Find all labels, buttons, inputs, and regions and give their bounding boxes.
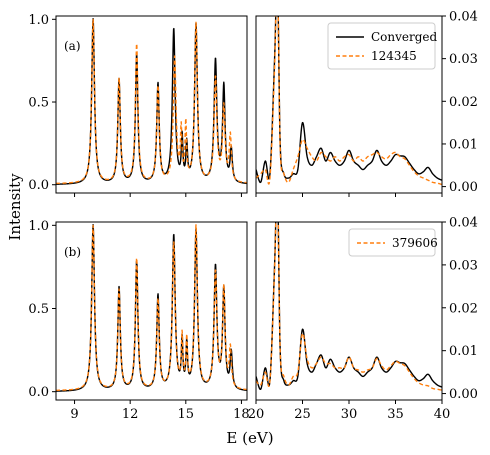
legend: Converged 124345 — [327, 22, 438, 70]
plot-area — [256, 222, 442, 391]
panel-a-left: 0.0 0.5 1.0 (a) — [28, 13, 248, 197]
series-line-converged — [56, 17, 247, 185]
y-tick-label: 0.03 — [449, 258, 478, 273]
y-tick-label: 0.00 — [449, 180, 478, 195]
legend-frame — [348, 228, 436, 257]
axes-frame — [55, 15, 248, 194]
x-tick-label: 30 — [341, 407, 358, 422]
y-tick-label: 1.0 — [28, 219, 49, 234]
panel-label: (b) — [64, 245, 81, 259]
series-line-converged — [56, 223, 247, 392]
y-tick-label: 0.02 — [449, 301, 478, 316]
y-tick-label: 0.5 — [28, 302, 49, 317]
legend-entry: Converged — [371, 30, 438, 44]
x-tick-label: 35 — [387, 407, 404, 422]
x-tick-label: 15 — [178, 407, 195, 422]
series-line-truncated — [256, 222, 442, 391]
y-tick-label: 0.0 — [28, 178, 49, 193]
y-tick-label: 0.00 — [449, 387, 478, 402]
x-axis-label: E (eV) — [226, 429, 273, 447]
x-tick-label: 12 — [122, 407, 139, 422]
legend-frame — [327, 22, 436, 70]
legend-entry: 124345 — [371, 49, 417, 63]
plot-area — [56, 17, 247, 185]
legend: 379606 — [348, 228, 438, 257]
y-tick-label: 0.01 — [449, 137, 478, 152]
x-tick-label: 9 — [70, 407, 78, 422]
panel-a-right: 0.00 0.01 0.02 0.03 0.04 Converged 124345 — [255, 10, 478, 197]
x-tick-label: 18 — [233, 407, 250, 422]
panel-b-right: 20 25 30 35 40 0.00 0.01 0.02 0.03 0.04 379606 — [248, 216, 478, 423]
panel-label: (a) — [64, 39, 81, 53]
x-tick-label: 20 — [248, 407, 265, 422]
x-tick-label: 25 — [294, 407, 311, 422]
y-tick-label: 0.03 — [449, 52, 478, 67]
series-line-truncated — [56, 18, 247, 185]
x-tick-label: 40 — [434, 407, 451, 422]
series-line-truncated — [56, 224, 247, 392]
y-tick-label: 0.5 — [28, 96, 49, 111]
plot-area — [56, 223, 247, 392]
y-tick-label: 0.01 — [449, 344, 478, 359]
y-tick-label: 0.0 — [28, 385, 49, 400]
legend-entry: 379606 — [392, 236, 438, 250]
y-axis-label: Intensity — [6, 173, 24, 241]
series-line-converged — [256, 222, 442, 391]
axes-frame — [55, 221, 248, 401]
y-tick-label: 0.04 — [449, 10, 478, 25]
y-tick-label: 1.0 — [28, 13, 49, 28]
y-tick-label: 0.02 — [449, 95, 478, 110]
panels: 0.0 0.5 1.0 (a) 0.00 0.01 0.02 0.03 0.04 Converge… — [28, 10, 478, 423]
plot-area — [256, 16, 442, 186]
panel-b-left: 9 12 15 18 0.0 0.5 1.0 (b) — [28, 219, 249, 422]
series-line-converged — [256, 16, 442, 184]
y-tick-label: 0.04 — [449, 216, 478, 231]
